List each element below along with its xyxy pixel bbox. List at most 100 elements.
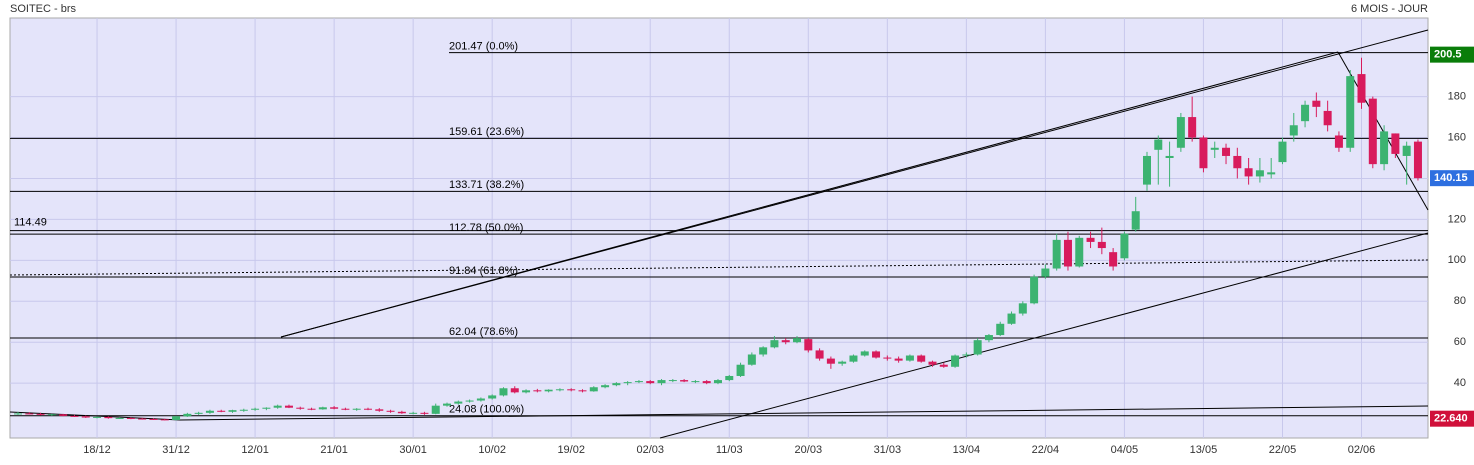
y-tick-label: 180 <box>1448 91 1466 103</box>
candle-body <box>815 350 824 359</box>
candle-body <box>1176 117 1185 148</box>
candle-body <box>894 358 903 361</box>
candle-body <box>499 388 508 396</box>
candle-body <box>431 405 440 414</box>
price-tag <box>1430 170 1474 187</box>
fib-label: 62.04 (78.6%) <box>449 326 518 338</box>
candle-body <box>25 413 34 415</box>
candle-body <box>1278 141 1287 163</box>
candle-body <box>555 389 564 391</box>
candle-body <box>1301 104 1310 122</box>
candle-body <box>1007 313 1016 324</box>
candle-body <box>1255 170 1264 177</box>
fib-label: 133.71 (38.2%) <box>449 179 524 191</box>
x-tick-label: 11/03 <box>716 444 743 456</box>
candle-body <box>1413 141 1422 179</box>
candle-body <box>183 413 192 417</box>
candle-body <box>104 416 113 419</box>
candle-body <box>296 407 305 409</box>
candle-body <box>1244 168 1253 177</box>
candle-body <box>510 388 519 393</box>
candle-body <box>1210 147 1219 150</box>
candle-body <box>725 375 734 381</box>
candle-body <box>770 340 779 348</box>
candle-body <box>578 390 587 392</box>
candle-body <box>1222 147 1231 156</box>
candle-body <box>194 412 203 414</box>
candle-body <box>318 407 327 410</box>
y-tick-label: 60 <box>1454 336 1466 348</box>
candle-body <box>962 354 971 356</box>
candle-body <box>1233 155 1242 169</box>
candle-body <box>905 355 914 361</box>
chart-subtitle: 6 MOIS - JOUR <box>1351 3 1428 15</box>
y-tick-label: 160 <box>1448 131 1466 143</box>
candle-body <box>1097 241 1106 249</box>
x-tick-label: 12/01 <box>241 444 269 456</box>
candle-body <box>1368 98 1377 165</box>
candle-body <box>1063 239 1072 267</box>
candle-body <box>996 323 1005 336</box>
fib-label: 112.78 (50.0%) <box>449 222 523 234</box>
candle-body <box>1267 172 1276 175</box>
chart-title: SOITEC - brs <box>10 3 77 15</box>
candle-body <box>307 408 316 410</box>
candle-body <box>59 414 68 416</box>
candle-body <box>860 351 869 356</box>
candle-body <box>973 340 982 355</box>
y-tick-label: 100 <box>1448 254 1466 266</box>
x-tick-label: 13/04 <box>953 444 981 456</box>
candle-body <box>93 416 102 418</box>
candle-body <box>273 405 282 408</box>
trend-line <box>659 232 1429 439</box>
candle-body <box>341 408 350 410</box>
candle-body <box>47 414 56 416</box>
candle-body <box>1402 145 1411 156</box>
candle-body <box>1334 135 1343 148</box>
candle-body <box>1188 117 1197 138</box>
candle-body <box>239 409 248 411</box>
candle-body <box>601 385 610 388</box>
candle-body <box>1075 237 1084 267</box>
fib-label: 159.61 (23.6%) <box>449 126 524 138</box>
y-tick-label: 80 <box>1454 295 1466 307</box>
candle-body <box>1289 125 1298 136</box>
trend-line <box>280 51 1339 338</box>
candle-body <box>522 390 531 393</box>
candle-body <box>589 387 598 392</box>
candle-body <box>476 398 485 401</box>
candle-body <box>363 408 372 410</box>
x-tick-label: 22/04 <box>1032 444 1060 456</box>
y-tick-label: 40 <box>1454 377 1466 389</box>
x-tick-label: 13/05 <box>1190 444 1218 456</box>
candle-body <box>612 383 621 386</box>
candle-body <box>1131 211 1140 230</box>
fib-label: 201.47 (0.0%) <box>449 41 518 53</box>
candle-body <box>1109 252 1118 267</box>
candle-body <box>1120 233 1129 259</box>
candle-body <box>262 407 271 409</box>
candle-body <box>1357 74 1366 103</box>
price-tag <box>1430 410 1474 427</box>
candle-body <box>115 417 124 419</box>
candle-body <box>1346 76 1355 148</box>
candle-body <box>14 413 22 415</box>
candle-body <box>747 354 756 365</box>
candle-body <box>1018 303 1027 314</box>
candle-body <box>1154 139 1163 150</box>
price-tag-label: 22.640 <box>1434 413 1468 425</box>
candle-body <box>567 389 576 391</box>
candle-body <box>1199 137 1208 169</box>
candle-body <box>680 380 689 382</box>
candle-body <box>205 410 214 413</box>
candle-body <box>1030 276 1039 304</box>
fib-label: 91.84 (61.8%) <box>449 265 518 277</box>
candle-body <box>1041 268 1050 277</box>
level-label: 114.49 <box>14 217 47 229</box>
candle-body <box>386 410 395 412</box>
candle-body <box>793 338 802 343</box>
candle-body <box>646 381 655 384</box>
x-tick-label: 30/01 <box>399 444 427 456</box>
candle-body <box>138 418 147 420</box>
